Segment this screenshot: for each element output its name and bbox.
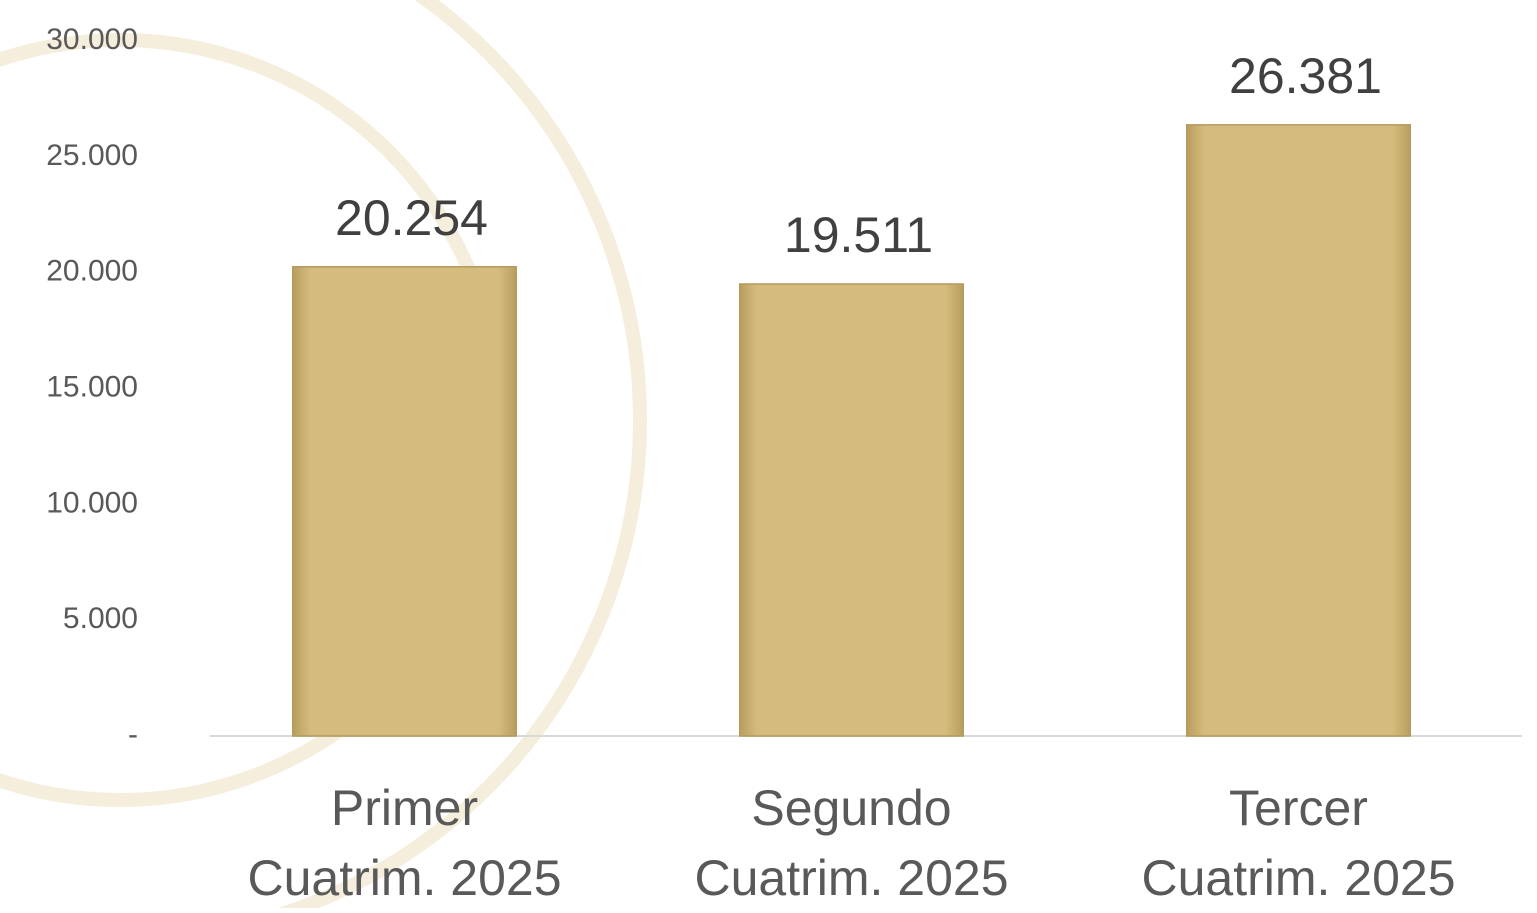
bar bbox=[292, 266, 517, 737]
data-label: 20.254 bbox=[335, 190, 488, 246]
data-label: 19.511 bbox=[784, 207, 933, 263]
y-tick-label: 15.000 bbox=[46, 370, 138, 403]
y-tick-label: 5.000 bbox=[63, 602, 138, 635]
y-tick-label: 20.000 bbox=[46, 255, 138, 288]
y-tick-label: - bbox=[128, 718, 138, 751]
x-tick-label: Cuatrim. 2025 bbox=[247, 850, 561, 906]
data-label: 26.381 bbox=[1229, 48, 1382, 104]
y-tick-label: 30.000 bbox=[46, 23, 138, 56]
x-tick-label: Segundo bbox=[751, 780, 951, 836]
bar bbox=[1186, 124, 1411, 737]
bar bbox=[739, 283, 964, 737]
x-tick-label: Cuatrim. 2025 bbox=[1141, 850, 1455, 906]
x-tick-label: Tercer bbox=[1229, 780, 1368, 836]
y-tick-label: 25.000 bbox=[46, 139, 138, 172]
y-tick-label: 10.000 bbox=[46, 486, 138, 519]
x-tick-label: Cuatrim. 2025 bbox=[694, 850, 1008, 906]
x-tick-label: Primer bbox=[331, 780, 478, 836]
